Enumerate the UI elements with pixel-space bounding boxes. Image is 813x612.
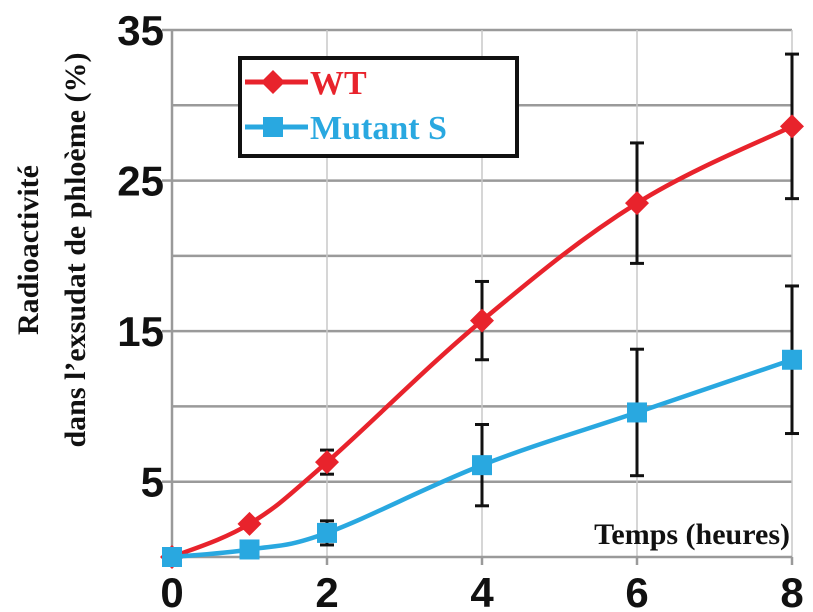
data-point [240,539,260,559]
data-point [625,191,649,215]
y-axis-label-line: dans l’exsudat de phloème (%) [59,52,92,447]
legend-label: Mutant S [310,110,447,147]
data-point [472,455,492,475]
data-point [780,114,804,138]
x-axis-label: Temps (heures) [594,518,790,551]
legend-marker [263,117,283,137]
y-tick-label: 5 [141,459,164,506]
y-axis-label: Radioactivité dans l’exsudat de phloème (… [12,52,92,447]
data-point [162,547,182,567]
data-point [627,402,647,422]
x-tick-label: 6 [625,569,648,612]
legend: WT Mutant S [240,58,517,156]
data-point [782,350,802,370]
legend-box: WT Mutant S [240,58,517,156]
legend-label: WT [310,65,367,102]
y-tick-label: 25 [117,158,164,205]
x-tick-label: 8 [780,569,803,612]
x-tick-label: 0 [160,569,183,612]
y-tick-label: 35 [117,7,164,54]
data-point [238,512,262,536]
data-point [317,523,337,543]
y-tick-label: 15 [117,308,164,355]
y-axis-label-line: Radioactivité [12,165,45,335]
x-tick-label: 2 [315,569,338,612]
x-tick-label: 4 [470,569,494,612]
